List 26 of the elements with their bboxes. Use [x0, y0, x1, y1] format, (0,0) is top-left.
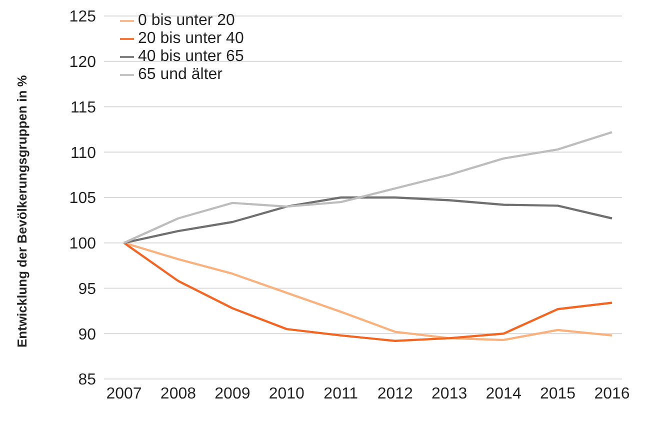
- y-tick-label: 105: [69, 190, 96, 208]
- y-tick-label: 125: [69, 8, 96, 26]
- y-tick-label: 95: [78, 280, 96, 298]
- x-tick-label: 2015: [540, 385, 576, 402]
- legend-label: 40 bis unter 65: [138, 48, 244, 65]
- x-tick-label: 2009: [214, 385, 250, 402]
- legend-label: 0 bis unter 20: [138, 12, 235, 29]
- y-tick-label: 120: [69, 54, 96, 72]
- y-axis-title: Entwicklung der Bevölkerungsgruppen in %: [14, 74, 30, 348]
- line-series: [122, 131, 614, 244]
- x-tick-label: 2013: [432, 385, 468, 402]
- x-tick-label: 2014: [486, 385, 522, 402]
- y-tick-label: 115: [70, 99, 96, 116]
- x-tick-label: 2007: [106, 385, 142, 402]
- x-tick-label: 2016: [594, 385, 630, 402]
- x-tick-label: 2012: [377, 385, 414, 402]
- y-tick-label: 110: [70, 144, 96, 162]
- x-tick-label: 2010: [268, 385, 305, 402]
- y-tick-label: 100: [69, 236, 96, 253]
- legend-label: 20 bis unter 40: [138, 30, 244, 47]
- legend-label: 65 und älter: [138, 66, 223, 83]
- y-tick-label: 90: [78, 326, 96, 344]
- x-tick-label: 2008: [160, 385, 196, 402]
- y-tick-label: 85: [78, 372, 96, 389]
- x-tick-label: 2011: [324, 385, 358, 402]
- line-series: [122, 196, 614, 244]
